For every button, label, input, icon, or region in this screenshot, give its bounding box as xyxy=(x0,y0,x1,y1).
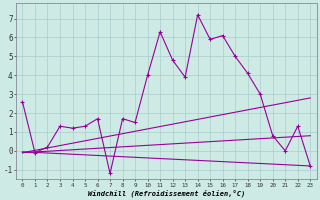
X-axis label: Windchill (Refroidissement éolien,°C): Windchill (Refroidissement éolien,°C) xyxy=(88,189,245,197)
